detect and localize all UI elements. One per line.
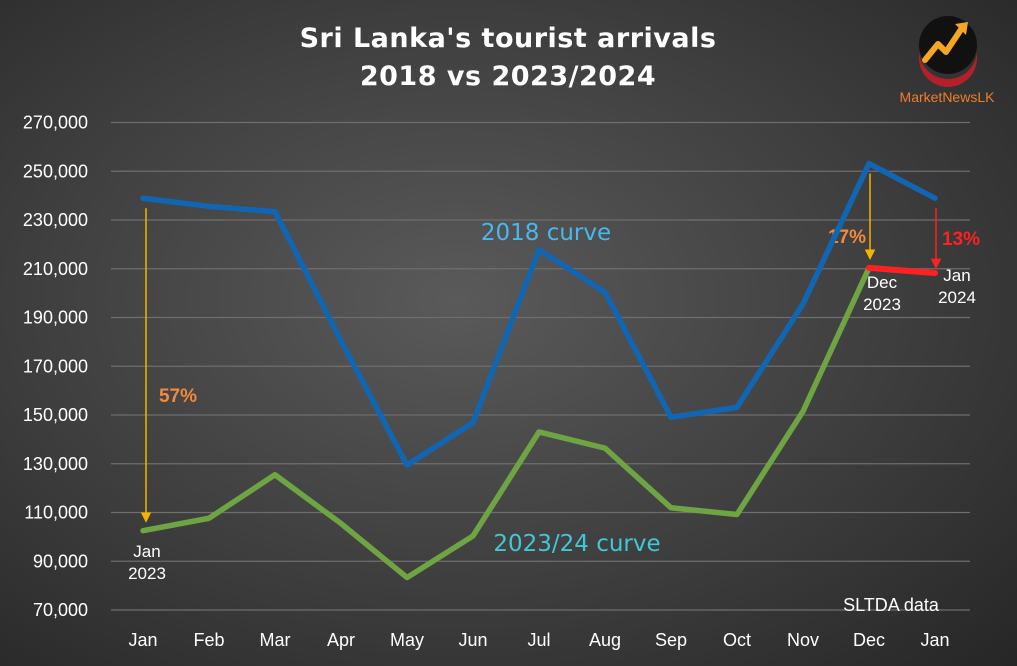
y-tick-label: 270,000 [23, 113, 88, 133]
series-2018-line [140, 160, 938, 468]
x-tick-label: Sep [655, 630, 687, 650]
y-tick-label: 150,000 [23, 405, 88, 425]
point-label-line1: Jan [133, 542, 160, 561]
x-tick-label: May [390, 630, 424, 650]
y-tick-label: 70,000 [33, 600, 88, 620]
x-tick-label: Aug [589, 630, 621, 650]
series-lines [140, 160, 938, 581]
x-tick-label: Nov [787, 630, 819, 650]
point-label-line2: 2024 [938, 288, 976, 307]
x-tick-label: Dec [853, 630, 885, 650]
x-tick-label: Jun [458, 630, 487, 650]
y-tick-label: 130,000 [23, 454, 88, 474]
point-label-line1: Jan [943, 266, 970, 285]
x-tick-label: Jul [527, 630, 550, 650]
y-tick-label: 250,000 [23, 161, 88, 181]
point-label-line2: 2023 [863, 295, 901, 314]
chart-title-line1: Sri Lanka's tourist arrivals [300, 23, 717, 54]
y-tick-label: 90,000 [33, 551, 88, 571]
point-label-line2: 2023 [128, 564, 166, 583]
rising-chart-logo-icon [919, 16, 977, 87]
series-2023-line [140, 265, 938, 581]
x-tick-label: Mar [260, 630, 291, 650]
dec-jan-highlight-segment [866, 264, 938, 277]
x-tick-label: Jan [920, 630, 949, 650]
point-label-line1: Dec [867, 273, 898, 292]
source-note: SLTDA data [843, 595, 940, 615]
grid-lines [111, 121, 970, 611]
y-tick-label: 210,000 [23, 259, 88, 279]
x-tick-label: Feb [193, 630, 224, 650]
drop-pct-jan-2024: 13% [942, 229, 980, 250]
x-tick-label: Oct [723, 630, 751, 650]
x-axis-ticks: Jan Feb Mar Apr May Jun Jul Aug Sep Oct Nov Dec Jan [128, 630, 949, 650]
brand-logo: MarketNewsLK [900, 16, 996, 105]
series-2018-label: 2018 curve [481, 220, 611, 246]
drop-annotations: 57%17% 13% [140, 173, 980, 523]
x-tick-label: Apr [327, 630, 355, 650]
point-labels: Jan 2023 Dec 2023 Jan 2024 [128, 266, 976, 583]
drop-pct-jan: 57% [159, 386, 197, 407]
series-2023-label: 2023/24 curve [493, 531, 660, 557]
y-tick-label: 230,000 [23, 210, 88, 230]
y-tick-label: 170,000 [23, 356, 88, 376]
y-tick-label: 110,000 [24, 503, 88, 523]
brand-name: MarketNewsLK [900, 89, 996, 105]
x-tick-label: Jan [128, 630, 157, 650]
y-tick-label: 190,000 [23, 308, 88, 328]
y-axis-ticks: 70,000 90,000 110,000 130,000 150,000 170,000… [23, 113, 88, 621]
chart-title-line2: 2018 vs 2023/2024 [360, 61, 656, 92]
